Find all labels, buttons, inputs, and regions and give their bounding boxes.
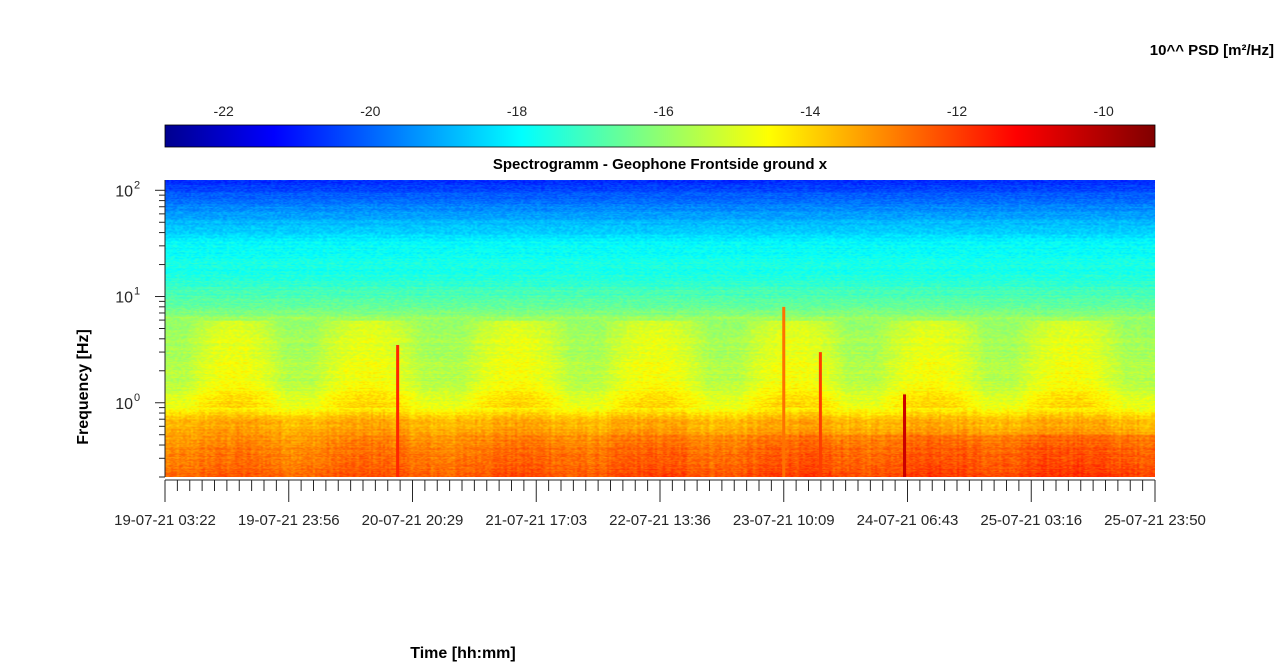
colorbar-tick-label: -14 <box>800 103 820 119</box>
colorbar <box>164 124 1156 148</box>
y-tick-exponent: 1 <box>134 286 140 298</box>
colorbar-tick-label: -16 <box>654 103 674 119</box>
colorbar-tick-label: -12 <box>947 103 967 119</box>
colorbar-tick-label: -18 <box>507 103 527 119</box>
x-tick-label: 19-07-21 03:22 <box>114 512 216 529</box>
y-tick-label: 10 <box>115 396 133 413</box>
chart-title: Spectrogramm - Geophone Frontside ground… <box>493 156 828 173</box>
x-tick-label: 24-07-21 06:43 <box>857 512 959 529</box>
x-tick-label: 19-07-21 23:56 <box>238 512 340 529</box>
x-tick-label: 25-07-21 03:16 <box>980 512 1082 529</box>
y-axis-label: Frequency [Hz] <box>75 329 92 445</box>
colorbar-tick-label: -10 <box>1094 103 1114 119</box>
y-tick-label: 10 <box>115 183 133 200</box>
y-tick-label: 10 <box>115 290 133 307</box>
x-axis-label: Time [hh:mm] <box>410 645 515 662</box>
x-axis: 19-07-21 03:22 19-07-21 23:56 20-07-21 20:… <box>114 479 1206 529</box>
transient-events <box>396 306 907 477</box>
x-tick-label: 22-07-21 13:36 <box>609 512 711 529</box>
spectrogram-image <box>165 180 1155 477</box>
plot-area <box>165 180 1155 477</box>
colorbar-tick-label: -22 <box>214 103 234 119</box>
colorbar-tick-label: -20 <box>360 103 380 119</box>
x-tick-label: 20-07-21 20:29 <box>362 512 464 529</box>
x-tick-label: 23-07-21 10:09 <box>733 512 835 529</box>
x-tick-label: 25-07-21 23:50 <box>1104 512 1206 529</box>
y-tick-exponent: 0 <box>134 392 140 404</box>
x-tick-label: 21-07-21 17:03 <box>485 512 587 529</box>
y-tick-exponent: 2 <box>134 179 140 191</box>
colorbar-title: 10^^ PSD [m²/Hz] <box>1150 42 1274 59</box>
